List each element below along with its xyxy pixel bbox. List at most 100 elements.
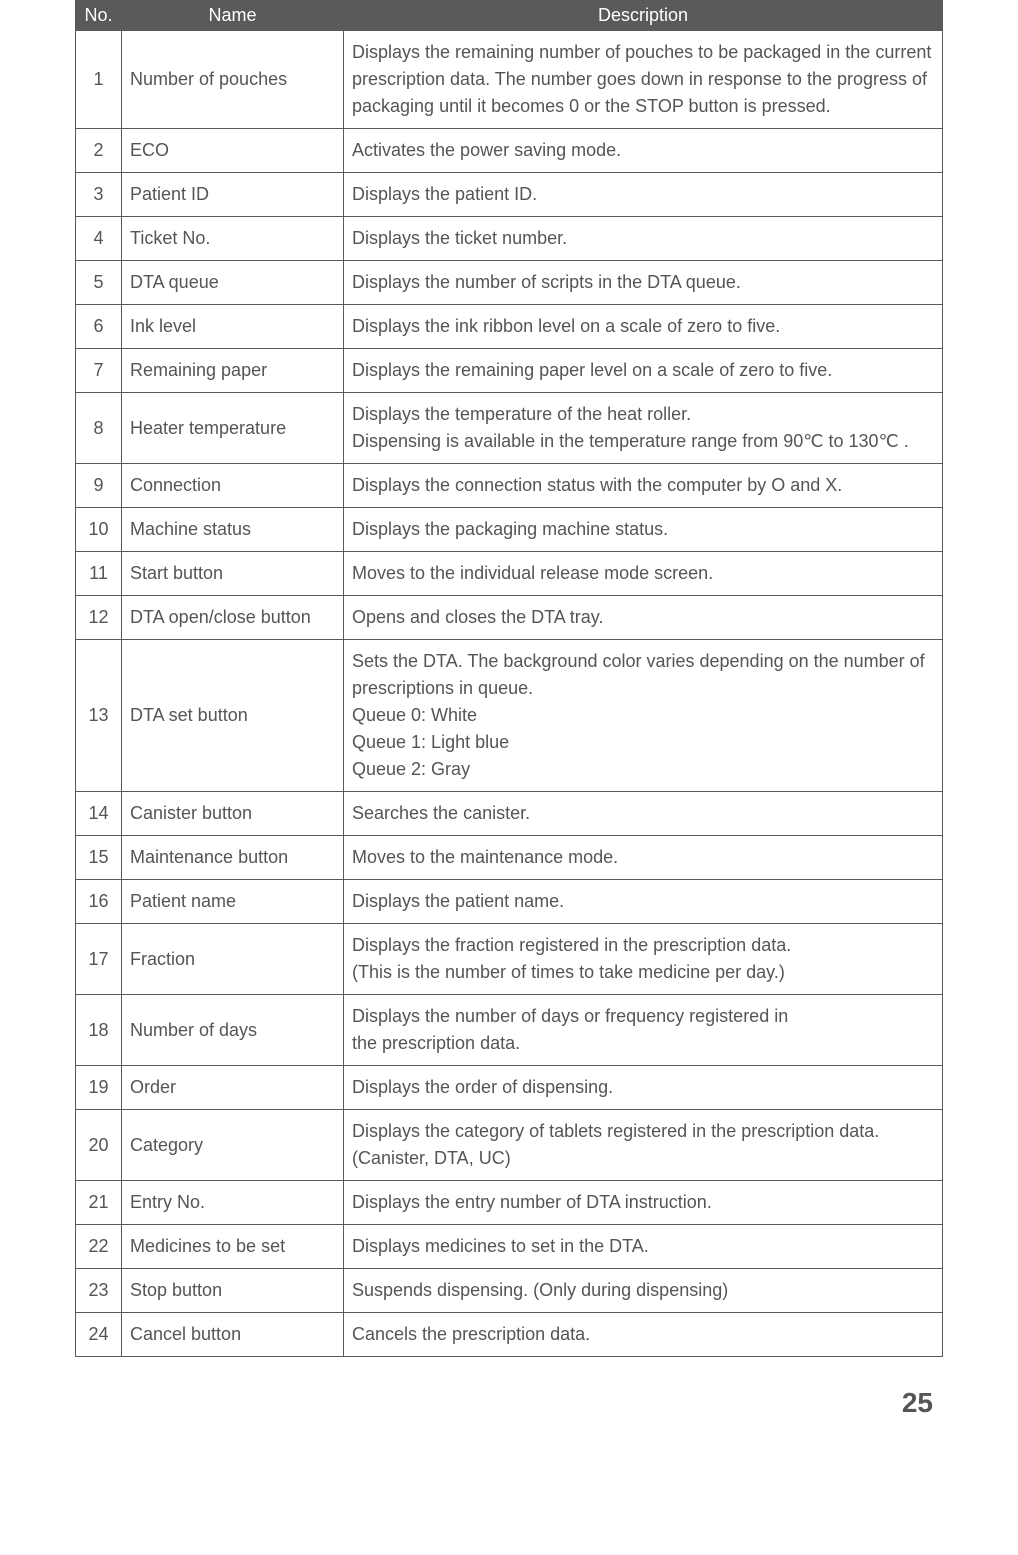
table-row: 18Number of daysDisplays the number of d…	[76, 995, 943, 1066]
cell-no: 7	[76, 349, 122, 393]
cell-name: DTA open/close button	[122, 596, 344, 640]
table-row: 14Canister button Searches the canister.	[76, 792, 943, 836]
table-row: 2ECOActivates the power saving mode.	[76, 129, 943, 173]
table-row: 3Patient IDDisplays the patient ID.	[76, 173, 943, 217]
desc-line: Cancels the prescription data.	[352, 1321, 934, 1348]
desc-line: Displays the ticket number.	[352, 225, 934, 252]
cell-description: Moves to the maintenance mode.	[344, 836, 943, 880]
cell-description: Displays the remaining paper level on a …	[344, 349, 943, 393]
desc-line: (Canister, DTA, UC)	[352, 1145, 934, 1172]
table-row: 20CategoryDisplays the category of table…	[76, 1110, 943, 1181]
cell-no: 14	[76, 792, 122, 836]
cell-name: Patient name	[122, 880, 344, 924]
table-row: 13DTA set buttonSets the DTA. The backgr…	[76, 640, 943, 792]
table-row: 22Medicines to be set Displays medicines …	[76, 1225, 943, 1269]
cell-description: Sets the DTA. The background color varie…	[344, 640, 943, 792]
table-row: 24Cancel buttonCancels the prescription …	[76, 1313, 943, 1357]
desc-line: the prescription data.	[352, 1030, 934, 1057]
cell-no: 10	[76, 508, 122, 552]
table-row: 23Stop button Suspends dispensing. (Only …	[76, 1269, 943, 1313]
cell-name: DTA set button	[122, 640, 344, 792]
cell-no: 21	[76, 1181, 122, 1225]
table-row: 21Entry No. Displays the entry number of …	[76, 1181, 943, 1225]
cell-no: 11	[76, 552, 122, 596]
cell-description: Suspends dispensing. (Only during dispen…	[344, 1269, 943, 1313]
cell-description: Displays the patient ID.	[344, 173, 943, 217]
table-row: 6Ink levelDisplays the ink ribbon level …	[76, 305, 943, 349]
desc-line: Displays the remaining number of pouches…	[352, 39, 934, 120]
cell-name: Ticket No.	[122, 217, 344, 261]
cell-description: Displays the number of scripts in the DT…	[344, 261, 943, 305]
cell-description: Opens and closes the DTA tray.	[344, 596, 943, 640]
cell-name: Maintenance button	[122, 836, 344, 880]
cell-description: Displays the patient name.	[344, 880, 943, 924]
desc-line: Activates the power saving mode.	[352, 137, 934, 164]
cell-name: Number of pouches	[122, 31, 344, 129]
desc-line: Displays the number of days or frequency…	[352, 1003, 934, 1030]
cell-name: Medicines to be set	[122, 1225, 344, 1269]
cell-name: Order	[122, 1066, 344, 1110]
desc-line: Displays the patient ID.	[352, 181, 934, 208]
cell-name: Stop button	[122, 1269, 344, 1313]
desc-line: Displays the ink ribbon level on a scale…	[352, 313, 934, 340]
cell-no: 13	[76, 640, 122, 792]
desc-line: Queue 0: White	[352, 702, 934, 729]
cell-description: Displays the category of tablets registe…	[344, 1110, 943, 1181]
cell-no: 16	[76, 880, 122, 924]
desc-line: Moves to the maintenance mode.	[352, 844, 934, 871]
cell-name: ECO	[122, 129, 344, 173]
cell-name: Category	[122, 1110, 344, 1181]
desc-line: Displays the packaging machine status.	[352, 516, 934, 543]
desc-line: Suspends dispensing. (Only during dispen…	[352, 1277, 934, 1304]
cell-no: 18	[76, 995, 122, 1066]
desc-line: Queue 1: Light blue	[352, 729, 934, 756]
table-row: 5DTA queueDisplays the number of scripts…	[76, 261, 943, 305]
col-header-desc: Description	[344, 1, 943, 31]
cell-name: Start button	[122, 552, 344, 596]
desc-line: Displays the entry number of DTA instruc…	[352, 1189, 934, 1216]
cell-no: 17	[76, 924, 122, 995]
cell-description: Displays the fraction registered in the …	[344, 924, 943, 995]
cell-description: Moves to the individual release mode scr…	[344, 552, 943, 596]
desc-line: Searches the canister.	[352, 800, 934, 827]
page-number: 25	[75, 1357, 943, 1439]
cell-name: Entry No.	[122, 1181, 344, 1225]
desc-line: Displays the remaining paper level on a …	[352, 357, 934, 384]
cell-no: 1	[76, 31, 122, 129]
cell-no: 5	[76, 261, 122, 305]
cell-no: 6	[76, 305, 122, 349]
col-header-no: No.	[76, 1, 122, 31]
cell-no: 12	[76, 596, 122, 640]
cell-no: 15	[76, 836, 122, 880]
desc-line: Displays the patient name.	[352, 888, 934, 915]
cell-no: 20	[76, 1110, 122, 1181]
table-row: 4Ticket No.Displays the ticket number.	[76, 217, 943, 261]
cell-description: Cancels the prescription data.	[344, 1313, 943, 1357]
cell-name: Remaining paper	[122, 349, 344, 393]
table-row: 17FractionDisplays the fraction register…	[76, 924, 943, 995]
table-row: 7Remaining paper Displays the remaining p…	[76, 349, 943, 393]
cell-name: DTA queue	[122, 261, 344, 305]
col-header-name: Name	[122, 1, 344, 31]
table-row: 9ConnectionDisplays the connection statu…	[76, 464, 943, 508]
cell-description: Displays the packaging machine status.	[344, 508, 943, 552]
desc-line: Displays the fraction registered in the …	[352, 932, 934, 959]
cell-no: 23	[76, 1269, 122, 1313]
cell-no: 19	[76, 1066, 122, 1110]
table-row: 15Maintenance button Moves to the mainten…	[76, 836, 943, 880]
desc-line: (This is the number of times to take med…	[352, 959, 934, 986]
cell-name: Machine status	[122, 508, 344, 552]
cell-description: Displays the ticket number.	[344, 217, 943, 261]
cell-name: Patient ID	[122, 173, 344, 217]
desc-line: Moves to the individual release mode scr…	[352, 560, 934, 587]
cell-description: Activates the power saving mode.	[344, 129, 943, 173]
cell-description: Displays the ink ribbon level on a scale…	[344, 305, 943, 349]
cell-no: 24	[76, 1313, 122, 1357]
desc-line: Displays the order of dispensing.	[352, 1074, 934, 1101]
desc-line: Displays medicines to set in the DTA.	[352, 1233, 934, 1260]
desc-line: Opens and closes the DTA tray.	[352, 604, 934, 631]
cell-name: Canister button	[122, 792, 344, 836]
cell-name: Connection	[122, 464, 344, 508]
page: No. Name Description 1Number of pouchesD…	[0, 0, 1018, 1439]
cell-no: 22	[76, 1225, 122, 1269]
